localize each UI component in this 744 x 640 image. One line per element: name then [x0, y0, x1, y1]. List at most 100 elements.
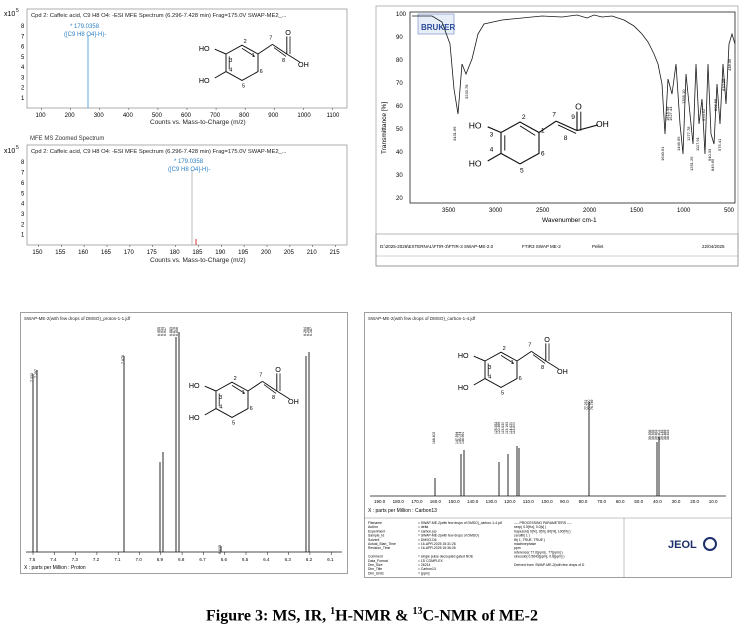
cnmr-info-line: machinephase	[514, 542, 536, 546]
y-tick-label: 3	[21, 75, 25, 81]
cnmr-info-line: Data_Format	[368, 559, 388, 563]
x-tick-label: 190.0	[374, 499, 386, 504]
cnmr-info-processing: ---- PROCESSING PARAMETERS ----sexp( 0.5…	[514, 521, 585, 567]
hnmr-peak-label: 6.187	[309, 327, 313, 336]
hnmr-peak-label: 6.639	[218, 545, 222, 554]
cnmr-info-keys: FilenameAuthorExperimentSample_IdSolvent…	[368, 521, 396, 575]
x-tick-label: 1000	[677, 208, 691, 214]
cnmr-info-line: = SWAP-ME-2(with few drops of DMSO)_carb…	[418, 521, 502, 525]
y-tick-label: 5	[21, 55, 25, 61]
y-tick-label: 1	[21, 233, 25, 239]
y-tick-label: 2	[21, 222, 25, 228]
cnmr-peak-label: 77.251	[584, 400, 588, 410]
ir-peak-label: 1251.26	[689, 156, 694, 171]
hnmr-svg: SWAP-ME-2(with few drops of DMSO)_proton…	[20, 312, 348, 574]
cnmr-peak-label: 39.143	[660, 430, 664, 440]
cnmr-info-line: = SWAP-ME-2(with few drops of DMSO)	[418, 534, 479, 538]
cnmr-peak-label: 147.594	[455, 432, 459, 444]
y-tick-label: 4	[21, 65, 25, 71]
x-tick-label: 7.5	[29, 557, 36, 562]
x-tick-label: 200	[261, 250, 272, 256]
cnmr-info-line: Comment	[368, 555, 383, 559]
x-tick-label: 7.1	[114, 557, 121, 562]
ho-label: HO	[458, 383, 469, 392]
atom-number: 1	[242, 390, 245, 396]
atom-number: 7	[528, 343, 531, 349]
x-tick-label: 120.0	[504, 499, 516, 504]
atom-number: 5	[232, 421, 235, 427]
cnmr-peak-label: 39.401	[657, 430, 661, 440]
cnmr-peak-label: 114.620	[509, 422, 513, 434]
y-tick-label: 6	[21, 181, 25, 187]
x-tick-label: 7.3	[72, 557, 79, 562]
cnmr-peak-label: 120.895	[497, 422, 501, 434]
ho-label: HO	[469, 159, 482, 169]
cnmr-info-line: = Carbon13	[418, 567, 436, 571]
ms-bottom-scale-exp: 5	[16, 145, 19, 151]
ms-top-header: Cpd 2: Caffeic acid, C9 H8 O4: -ESI MFE …	[31, 13, 287, 19]
atom-number: 1	[511, 360, 514, 366]
cnmr-peak-label: 38.616	[666, 430, 670, 440]
bruker-logo: BRUKER	[417, 13, 455, 35]
cnmr-info-line: Experiment	[368, 529, 385, 533]
ms-top-scale-exp: 5	[16, 8, 19, 14]
ir-footer: D:\2025-2026\EXTERNAL\FTIR-3\FTIR-3 SWAP…	[375, 233, 739, 267]
ir-peak-label: 849.65	[710, 158, 715, 171]
ho-label: HO	[199, 76, 210, 85]
y-tick-label: 30	[396, 173, 403, 179]
ms-section-label: MFE MS Zoomed Spectrum	[30, 136, 104, 142]
x-tick-label: 1000	[297, 113, 311, 119]
atom-number: 8	[282, 58, 285, 64]
atom-number: 3	[229, 58, 232, 64]
oh-label: OH	[557, 367, 568, 376]
hnmr-peak-label: 6.870	[172, 327, 176, 336]
cnmr-peak-label: 39.936	[648, 430, 652, 440]
ir-svg: BRUKER Transmittance [%] Wavenumber cm-1…	[375, 5, 739, 267]
hnmr-peak-label: 6.856	[175, 327, 179, 336]
ir-peak-label: 438.05	[727, 58, 732, 71]
caption-sup-1: 1	[330, 606, 336, 617]
ms-top-xlabel: Counts vs. Mass-to-Charge (m/z)	[150, 119, 246, 126]
atom-number: 6	[541, 150, 545, 157]
y-tick-label: 70	[396, 81, 403, 87]
caption-sup-13: 13	[412, 606, 423, 617]
cnmr-peaks	[434, 402, 660, 496]
ir-footer-name: FTIR3 SWAP ME-2	[522, 244, 561, 249]
hnmr-peak-label: 6.883	[169, 327, 173, 336]
oh-label: OH	[596, 119, 609, 129]
y-tick-label: 50	[396, 127, 403, 133]
ir-peak-label: 1117.91	[695, 136, 700, 151]
ir-structure: HO HO OH O 2 3 4 5 6 1 7 8 9	[469, 102, 609, 175]
x-tick-label: 6.2	[306, 557, 313, 562]
cnmr-info-line: Actual_Start_Time	[368, 542, 396, 546]
x-tick-label: 6.4	[263, 557, 270, 562]
ir-peak-label: 973.62	[701, 108, 706, 121]
ms-bottom-peak-label: * 179.0358	[174, 159, 204, 165]
y-tick-label: 8	[21, 160, 25, 166]
cnmr-info-line: = 16-APR-2025 15:31:26	[418, 542, 456, 546]
x-tick-label: 30.0	[672, 499, 681, 504]
x-tick-label: 70.0	[597, 499, 606, 504]
ms-bottom-peak-formula: ([C9 H8 O4]-H)-	[168, 167, 210, 173]
y-tick-label: 60	[396, 104, 403, 110]
hnmr-xaxis: 7.5 7.4 7.3 7.2 7.1 7.0 6.9 6.8 6.7 6.6 6.5 6.4 6.3 6…	[29, 552, 334, 562]
atom-number: 5	[242, 84, 245, 90]
atom-number: 3	[488, 365, 491, 371]
x-tick-label: 500	[724, 208, 735, 214]
ho-label: HO	[189, 413, 200, 422]
ho-label: HO	[199, 44, 210, 53]
cnmr-peak-label: 38.889	[663, 430, 667, 440]
o-label: O	[544, 335, 550, 344]
x-tick-label: 10.0	[709, 499, 718, 504]
cnmr-peak-label: 39.653	[654, 430, 658, 440]
cnmr-info-line: sinusoid( 0.5643[ppm], 0.8[ppm] )	[514, 555, 565, 559]
hnmr-peak-label: 6.208	[306, 327, 310, 336]
ms-top-peak-label: * 179.0358	[70, 24, 100, 30]
cnmr-info-values: = SWAP-ME-2(with few drops of DMSO)_carb…	[418, 521, 502, 575]
x-tick-label: 6.6	[221, 557, 228, 562]
o-label: O	[285, 28, 291, 37]
cnmr-info-line: = DMSO-D6	[418, 538, 437, 542]
ir-peak-label: 1615.98	[665, 106, 670, 121]
x-tick-label: 2000	[583, 208, 597, 214]
x-tick-label: 1100	[326, 113, 340, 119]
